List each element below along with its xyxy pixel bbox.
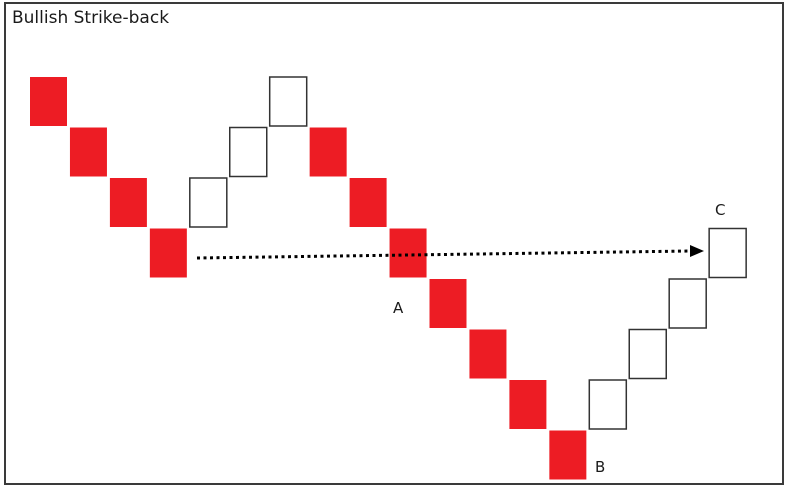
diagram-title: Bullish Strike-back <box>12 8 170 28</box>
bearish-brick <box>149 228 187 278</box>
bearish-brick <box>429 279 467 328</box>
bearish-brick <box>69 127 107 177</box>
bearish-brick <box>389 228 427 278</box>
bullish-brick <box>588 379 628 430</box>
label-c: C <box>715 201 725 219</box>
label-b: B <box>595 458 605 476</box>
bullish-brick <box>708 227 747 279</box>
bullish-brick <box>268 76 308 127</box>
strike-back-arrow-line <box>196 249 691 260</box>
bullish-brick <box>628 328 667 380</box>
bearish-brick <box>309 127 347 177</box>
label-a: A <box>393 299 404 317</box>
arrowhead-icon <box>690 245 704 257</box>
bullish-brick <box>668 278 707 329</box>
bearish-brick <box>349 178 387 227</box>
bullish-brick <box>229 126 268 178</box>
bullish-brick <box>189 177 228 228</box>
bearish-brick <box>30 77 67 126</box>
bearish-brick <box>509 380 547 429</box>
bearish-brick <box>469 329 507 379</box>
bearish-brick <box>549 430 587 480</box>
bearish-brick <box>109 178 147 227</box>
